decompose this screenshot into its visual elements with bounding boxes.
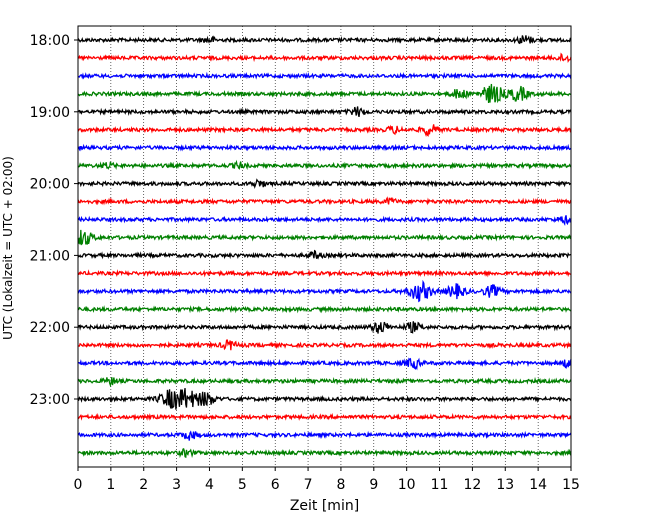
trace-1900 xyxy=(77,106,572,118)
trace-1800 xyxy=(77,35,572,45)
x-tick-label: 13 xyxy=(496,477,514,493)
x-tick-label: 3 xyxy=(172,477,181,493)
x-tick-label: 11 xyxy=(431,477,449,493)
x-tick-label: 8 xyxy=(336,477,345,493)
trace-2215 xyxy=(77,339,572,351)
x-tick-label: 7 xyxy=(304,477,313,493)
trace-2000 xyxy=(77,178,572,190)
trace-1930 xyxy=(77,143,572,152)
trace-2300 xyxy=(77,388,572,410)
trace-2100 xyxy=(77,249,572,260)
x-tick-label: 6 xyxy=(271,477,280,493)
x-tick-label: 0 xyxy=(74,477,83,493)
y-tick-label: 23:00 xyxy=(30,392,70,408)
trace-2045 xyxy=(77,229,572,246)
trace-2330 xyxy=(77,430,572,441)
y-axis-ticks: 18:00 19:00 20:00 21:00 22:00 23:00 xyxy=(30,33,78,408)
trace-1815 xyxy=(77,52,572,63)
trace-2345 xyxy=(77,447,572,459)
trace-1830 xyxy=(77,71,572,80)
y-tick-label: 21:00 xyxy=(30,248,70,264)
x-tick-label: 9 xyxy=(369,477,378,493)
x-tick-label: 10 xyxy=(398,477,416,493)
x-tick-label: 14 xyxy=(529,477,547,493)
trace-2030 xyxy=(77,215,572,227)
x-tick-label: 4 xyxy=(205,477,214,493)
y-tick-label: 20:00 xyxy=(30,177,70,193)
trace-1945 xyxy=(77,159,572,170)
x-tick-label: 15 xyxy=(562,477,580,493)
x-tick-label: 1 xyxy=(106,477,115,493)
x-axis-label: Zeit [min] xyxy=(290,498,359,514)
trace-2130 xyxy=(77,279,572,303)
y-tick-label: 18:00 xyxy=(30,33,70,49)
trace-2145 xyxy=(77,305,572,314)
plot-frame xyxy=(77,25,572,468)
y-tick-label: 22:00 xyxy=(30,320,70,336)
trace-2115 xyxy=(77,269,572,278)
x-axis-ticks: 0 1 2 3 4 5 6 7 8 9 10 11 12 13 14 15 xyxy=(74,467,580,493)
trace-2230 xyxy=(77,357,572,371)
seismogram-traces xyxy=(77,35,572,459)
x-tick-label: 12 xyxy=(463,477,481,493)
trace-1845 xyxy=(77,83,572,104)
trace-2200 xyxy=(77,321,572,334)
x-tick-label: 2 xyxy=(139,477,148,493)
x-tick-label: 5 xyxy=(238,477,247,493)
trace-2245 xyxy=(77,376,572,388)
trace-1915 xyxy=(77,124,572,138)
trace-2015 xyxy=(77,196,572,206)
y-tick-label: 19:00 xyxy=(30,105,70,121)
trace-2315 xyxy=(77,412,572,421)
y-axis-label: UTC (Lokalzeit = UTC + 02:00) xyxy=(1,156,15,340)
